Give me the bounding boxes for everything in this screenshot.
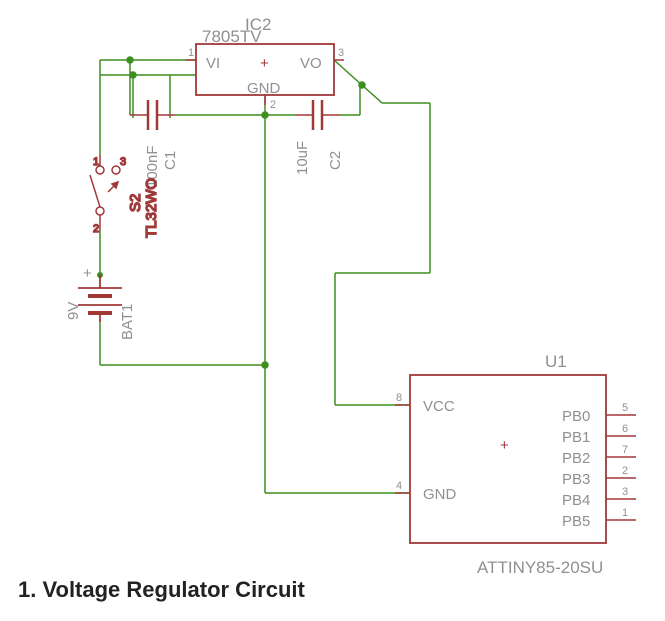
c2-capacitor: C2 10uF bbox=[294, 100, 344, 175]
s2-pin2: 2 bbox=[93, 223, 99, 235]
ic2-pin-gnd: 2 bbox=[270, 99, 276, 111]
u1-pb1: PB1 bbox=[562, 429, 590, 446]
u1-pin-pb4: 3 bbox=[622, 486, 628, 498]
u1-refdes: U1 bbox=[545, 352, 567, 371]
s2-pin3: 3 bbox=[120, 156, 126, 168]
bat1-refdes: BAT1 bbox=[119, 304, 136, 340]
u1-attiny85: U1 ATTINY85-20SU + VCC GND 8 4 PB0 PB1 P… bbox=[395, 352, 636, 577]
u1-pb0: PB0 bbox=[562, 408, 590, 425]
c1-refdes: C1 bbox=[162, 151, 179, 170]
u1-pin-pb3: 2 bbox=[622, 465, 628, 477]
c2-value: 10uF bbox=[294, 141, 311, 175]
ic2-part: 7805TV bbox=[202, 27, 262, 46]
u1-pb3: PB3 bbox=[562, 471, 590, 488]
s2-part: TL32WO bbox=[143, 178, 160, 238]
u1-pin-pb2: 7 bbox=[622, 444, 628, 456]
ic2-gnd: GND bbox=[247, 80, 281, 97]
u1-pb5: PB5 bbox=[562, 513, 590, 530]
c2-refdes: C2 bbox=[327, 151, 344, 170]
ic2-pin-vo: 3 bbox=[338, 47, 344, 59]
s2-refdes: S2 bbox=[127, 194, 144, 212]
u1-pin-pb0: 5 bbox=[622, 402, 628, 414]
u1-pin-vcc: 8 bbox=[396, 392, 402, 404]
u1-plus: + bbox=[500, 437, 509, 454]
c1-capacitor: C1 100nF bbox=[130, 100, 179, 188]
s2-pin1: 1 bbox=[93, 156, 99, 168]
u1-pin-pb1: 6 bbox=[622, 423, 628, 435]
ic2-plus: + bbox=[260, 55, 269, 72]
traces bbox=[100, 57, 430, 493]
ic2-7805: IC2 7805TV VI GND VO + 1 2 3 bbox=[186, 15, 344, 111]
bat1-value: 9V bbox=[65, 302, 82, 320]
ic2-vo: VO bbox=[300, 55, 322, 72]
svg-text:+: + bbox=[83, 265, 92, 282]
u1-vcc: VCC bbox=[423, 398, 455, 415]
u1-pb4: PB4 bbox=[562, 492, 590, 509]
u1-pb2: PB2 bbox=[562, 450, 590, 467]
ic2-pin-vi: 1 bbox=[188, 47, 194, 59]
u1-part: ATTINY85-20SU bbox=[477, 558, 603, 577]
figure-caption: 1. Voltage Regulator Circuit bbox=[18, 577, 305, 603]
u1-gnd: GND bbox=[423, 486, 457, 503]
ic2-vi: VI bbox=[206, 55, 220, 72]
u1-pin-gnd: 4 bbox=[396, 480, 402, 492]
u1-pin-pb5: 1 bbox=[622, 507, 628, 519]
